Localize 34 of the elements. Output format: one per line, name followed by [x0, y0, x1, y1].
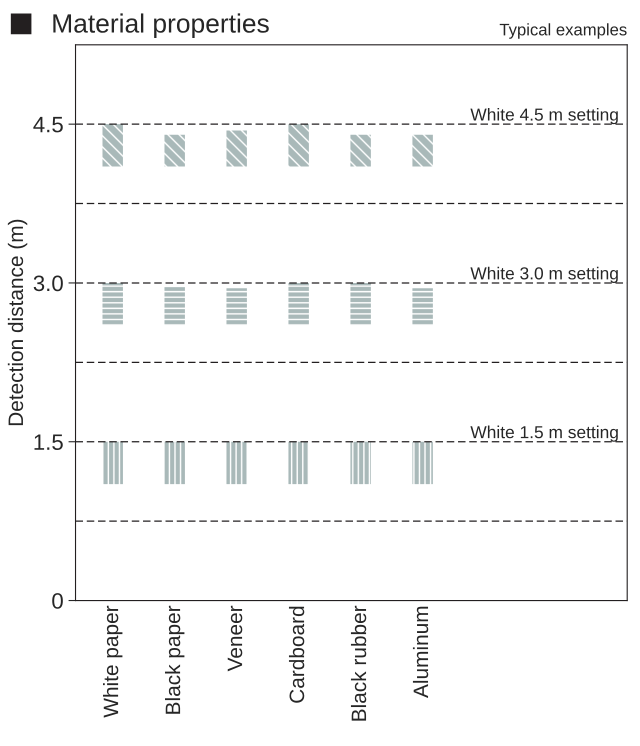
y-tick-label: 0	[52, 593, 63, 609]
bar	[350, 134, 371, 166]
bar	[164, 134, 185, 166]
y-tick-label: 4.5	[33, 116, 63, 132]
bar	[102, 124, 123, 166]
bar	[164, 442, 185, 484]
bar	[102, 282, 123, 326]
bar	[350, 282, 371, 326]
bar	[226, 442, 247, 484]
bar	[226, 130, 247, 166]
bar	[288, 124, 309, 166]
bar	[288, 442, 309, 484]
bar	[226, 288, 247, 326]
x-tick-label: Black rubber	[350, 606, 366, 721]
ref-line-label: White 4.5 m setting	[470, 108, 618, 124]
x-tick-label: White paper	[103, 606, 122, 718]
bar	[412, 288, 433, 326]
ref-line-label: White 1.5 m setting	[470, 426, 618, 442]
bar	[164, 287, 185, 326]
bar	[412, 442, 433, 484]
ref-line-label: White 3.0 m setting	[470, 266, 618, 283]
x-tick-label: Veneer	[228, 606, 242, 672]
chart-title: Material properties	[53, 13, 269, 38]
bar	[102, 442, 123, 484]
x-tick-label: Aluminum	[412, 606, 428, 698]
y-axis-title: Detection distance (m)	[8, 220, 28, 426]
bar	[350, 442, 371, 484]
text: Typical examples	[500, 23, 627, 39]
y-tick-label: 1.5	[34, 434, 63, 450]
bar	[412, 134, 433, 166]
bar	[288, 282, 309, 326]
x-tick-label: Black paper	[164, 606, 184, 714]
x-tick-label: Cardboard	[288, 606, 304, 703]
y-tick-label: 3.0	[34, 275, 63, 292]
